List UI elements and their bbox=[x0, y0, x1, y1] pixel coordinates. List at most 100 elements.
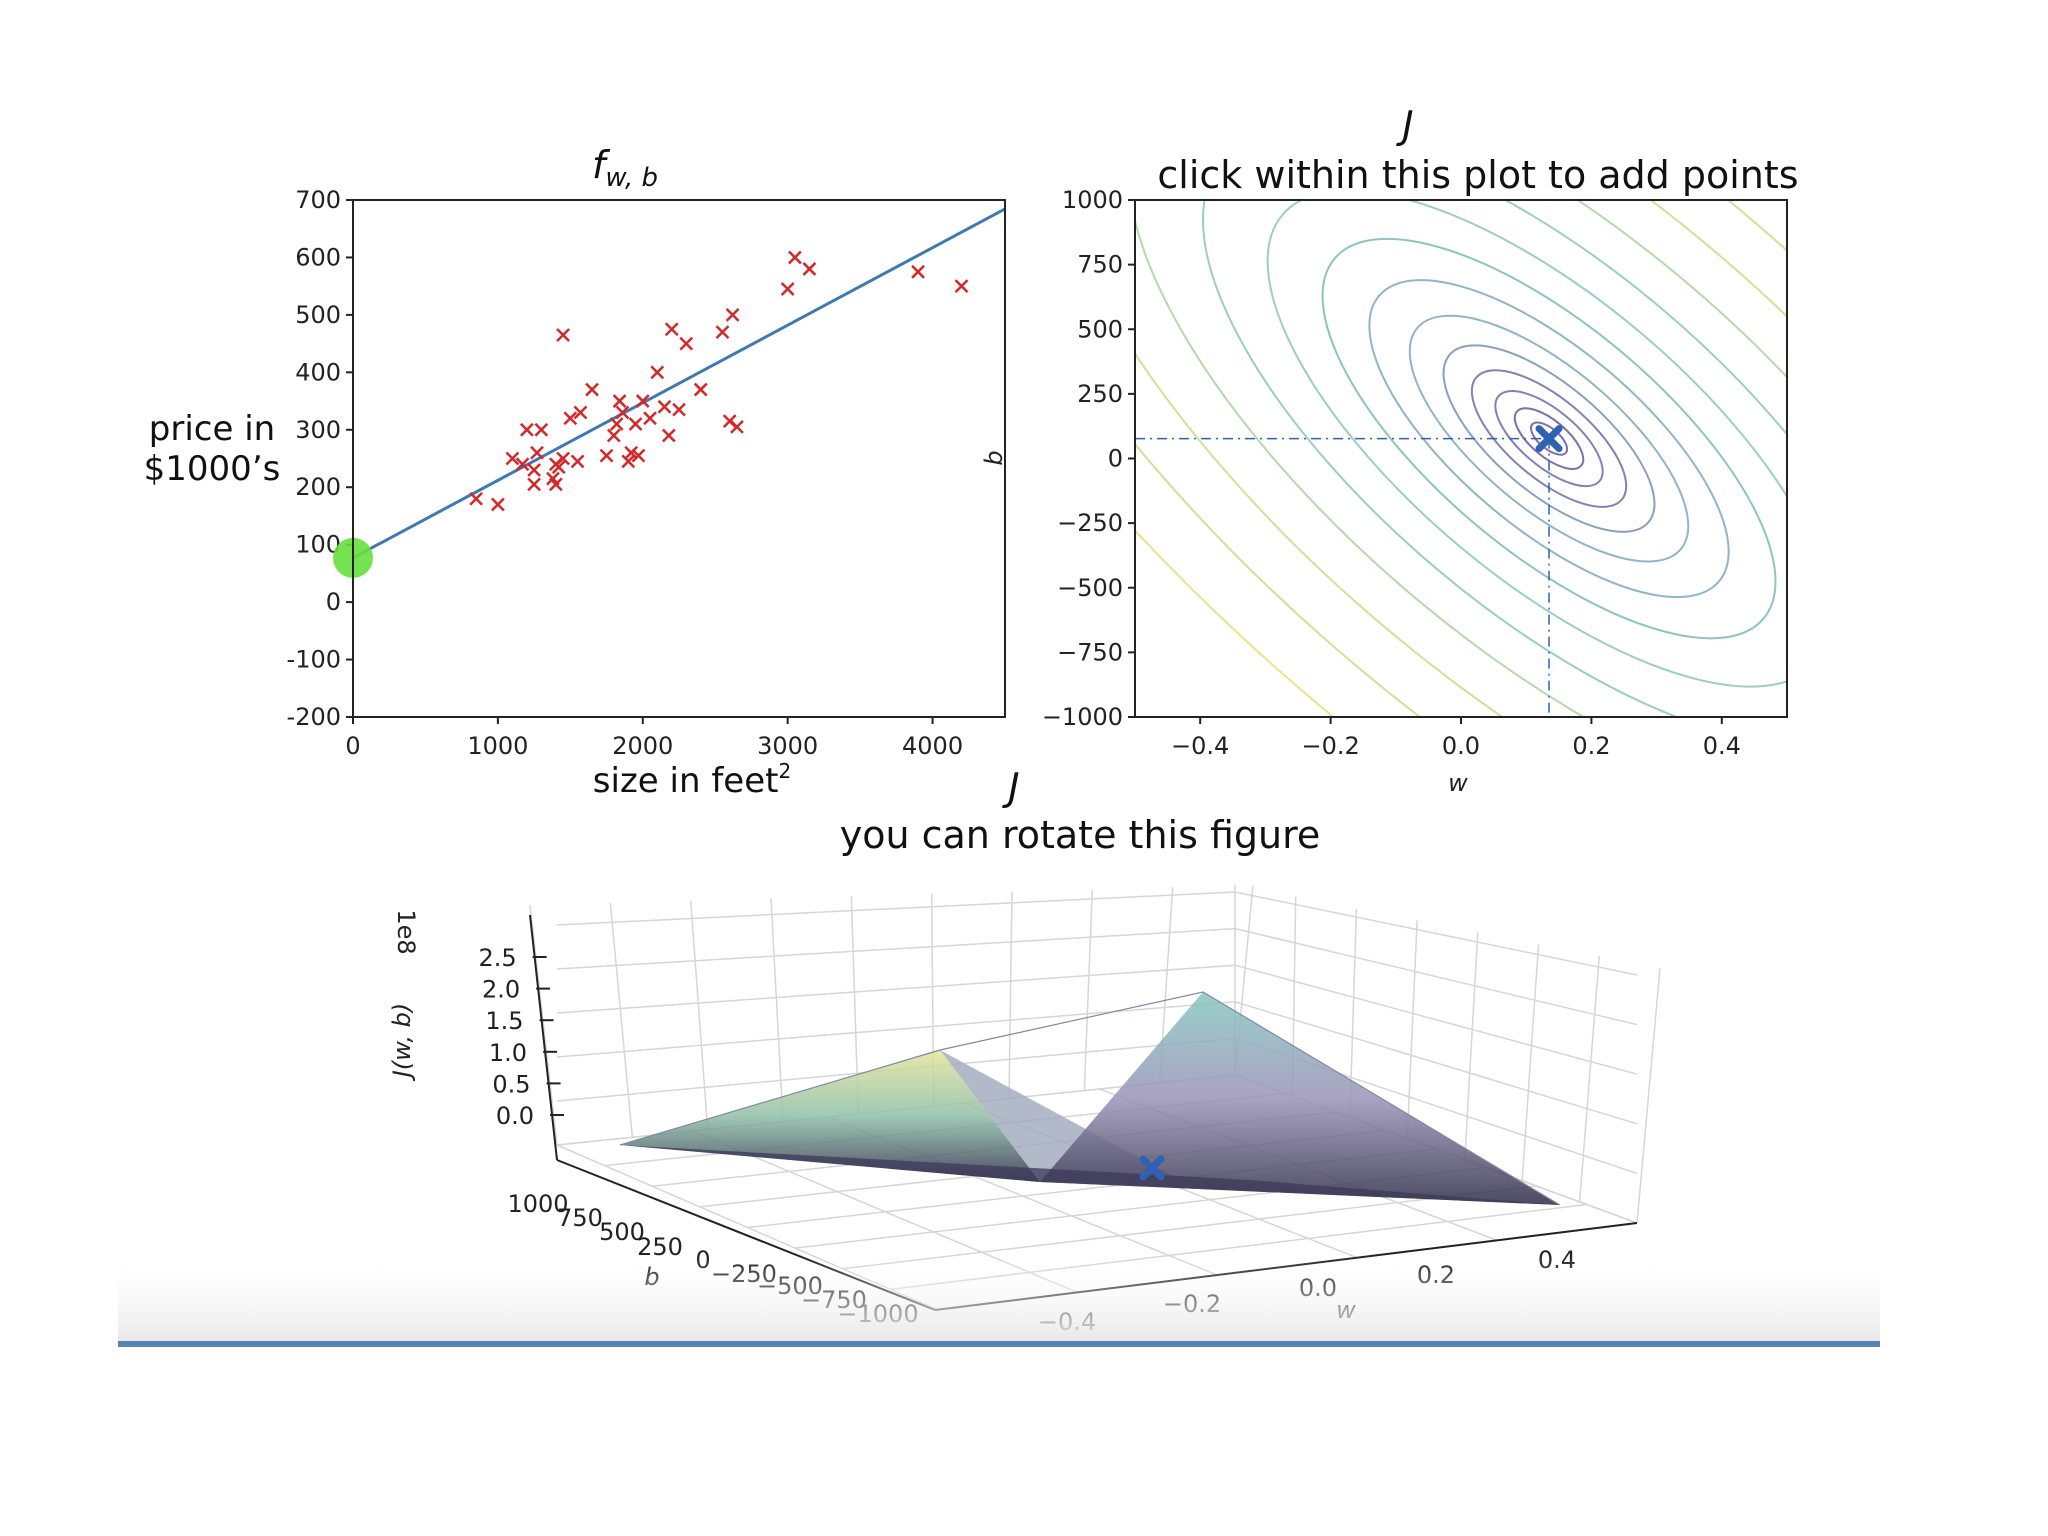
data-point-stroke bbox=[612, 394, 627, 408]
data-point bbox=[661, 428, 676, 443]
scatter-axes-frame bbox=[352, 199, 1006, 718]
scatter-y-tick-label: 300 bbox=[295, 416, 341, 444]
scatter-x-tick-label: 0 bbox=[345, 732, 360, 760]
contour-axes-frame bbox=[1134, 199, 1788, 718]
contour-y-tick-label: 1000 bbox=[1062, 186, 1123, 214]
data-point bbox=[693, 382, 708, 397]
surface-z-tick-label: 0.0 bbox=[496, 1102, 534, 1130]
data-point-stroke bbox=[606, 428, 621, 443]
surface-grid-line bbox=[1083, 889, 1094, 1091]
contour-level bbox=[1135, 200, 1787, 717]
surface-grid-line bbox=[1463, 932, 1479, 1160]
data-point bbox=[505, 451, 520, 466]
surface-title-j: J bbox=[1001, 765, 1019, 809]
data-point bbox=[491, 497, 505, 512]
contour-y-tick-label: −1000 bbox=[1042, 703, 1123, 731]
surface-grid-line bbox=[556, 964, 1638, 1075]
contour-y-tick-label: 500 bbox=[1077, 315, 1123, 343]
data-point-stroke bbox=[556, 328, 570, 342]
data-point bbox=[556, 328, 570, 342]
contour-plot-panel[interactable]: J click within this plot to add points w… bbox=[649, 0, 2048, 1274]
contour-lines bbox=[1135, 200, 1787, 717]
data-point-stroke bbox=[551, 460, 566, 475]
data-point bbox=[585, 382, 599, 397]
contour-level bbox=[1202, 200, 1787, 717]
surface-z-tick-label: 1.5 bbox=[485, 1007, 523, 1035]
data-point bbox=[624, 445, 639, 460]
data-point bbox=[672, 402, 686, 417]
data-point bbox=[679, 336, 694, 351]
data-point-stroke bbox=[585, 382, 599, 397]
surface-title: you can rotate this figure bbox=[840, 813, 1321, 857]
data-point bbox=[515, 457, 530, 472]
contour-level bbox=[1135, 200, 1787, 717]
data-point-stroke bbox=[730, 420, 744, 434]
contour-y-label: b bbox=[980, 450, 1008, 465]
contour-level bbox=[1135, 200, 1787, 717]
data-point-stroke bbox=[515, 457, 530, 472]
data-point-stroke bbox=[722, 414, 737, 429]
data-point bbox=[519, 422, 534, 437]
data-point-stroke bbox=[548, 477, 563, 492]
data-point bbox=[551, 460, 566, 475]
surface-grid-line bbox=[770, 898, 784, 1122]
scatter-y-tick-label: -100 bbox=[287, 646, 341, 674]
scatter-y-tick-label: 500 bbox=[295, 301, 341, 329]
data-point bbox=[635, 394, 650, 408]
data-point-stroke bbox=[693, 382, 708, 397]
data-point-stroke bbox=[527, 477, 541, 492]
data-point bbox=[599, 448, 614, 463]
contour-level bbox=[1368, 279, 1730, 599]
scatter-x-tick-label: 1000 bbox=[467, 732, 528, 760]
surface-plot-panel[interactable]: J you can rotate this figure 1e8 J(w, b)… bbox=[388, 765, 1661, 1336]
data-point bbox=[615, 405, 630, 420]
data-point-stroke bbox=[664, 322, 679, 337]
data-point bbox=[643, 411, 657, 426]
data-point-stroke bbox=[628, 417, 643, 431]
surface-grid-line bbox=[842, 1185, 1537, 1270]
data-point bbox=[573, 405, 588, 420]
scatter-x-tick-label: 3000 bbox=[757, 732, 818, 760]
contour-level bbox=[1470, 369, 1628, 508]
data-point-stroke bbox=[556, 451, 570, 466]
data-point-stroke bbox=[624, 445, 639, 460]
data-point-stroke bbox=[650, 365, 665, 380]
data-point bbox=[606, 428, 621, 443]
contour-x-label: w bbox=[1448, 769, 1468, 797]
surface-grid-line bbox=[556, 891, 1638, 976]
surface-grid-line bbox=[556, 927, 1638, 1026]
surface-grid-line bbox=[1008, 891, 1013, 1099]
data-point bbox=[730, 420, 744, 434]
data-point bbox=[527, 463, 541, 477]
cost-surface[interactable] bbox=[619, 991, 1561, 1206]
data-point-stroke bbox=[534, 422, 549, 437]
data-point bbox=[534, 422, 549, 437]
data-point-stroke bbox=[635, 394, 650, 408]
data-point-stroke bbox=[725, 308, 740, 322]
data-point-stroke bbox=[679, 336, 694, 351]
contour-level bbox=[1266, 200, 1787, 688]
data-point-stroke bbox=[788, 250, 802, 265]
data-point bbox=[780, 282, 795, 296]
fit-line bbox=[352, 207, 1006, 560]
surface-face bbox=[620, 1145, 1560, 1205]
data-point-stroke bbox=[519, 422, 534, 437]
data-point bbox=[650, 365, 665, 380]
contour-y-tick-label: −500 bbox=[1057, 574, 1123, 602]
surface-grid-line bbox=[1578, 956, 1601, 1202]
data-point-stroke bbox=[505, 451, 520, 466]
surface-cost-marker bbox=[1139, 1155, 1165, 1181]
data-point bbox=[469, 491, 484, 506]
contour-y-tick-label: −250 bbox=[1057, 509, 1123, 537]
data-point-stroke bbox=[954, 279, 969, 294]
scatter-y-tick-label: 0 bbox=[326, 588, 341, 616]
surface-b-tick-label: 500 bbox=[599, 1218, 645, 1246]
scatter-x-tick-label: 2000 bbox=[612, 732, 673, 760]
scatter-plot-panel: fw, b price in $1000’s size in feet2 0 10… bbox=[144, 143, 1006, 801]
data-point-stroke bbox=[672, 402, 686, 417]
data-point-stroke bbox=[599, 448, 614, 463]
cost-marker[interactable] bbox=[1535, 425, 1563, 453]
surface-grid-line bbox=[689, 900, 709, 1130]
data-point bbox=[628, 417, 643, 431]
